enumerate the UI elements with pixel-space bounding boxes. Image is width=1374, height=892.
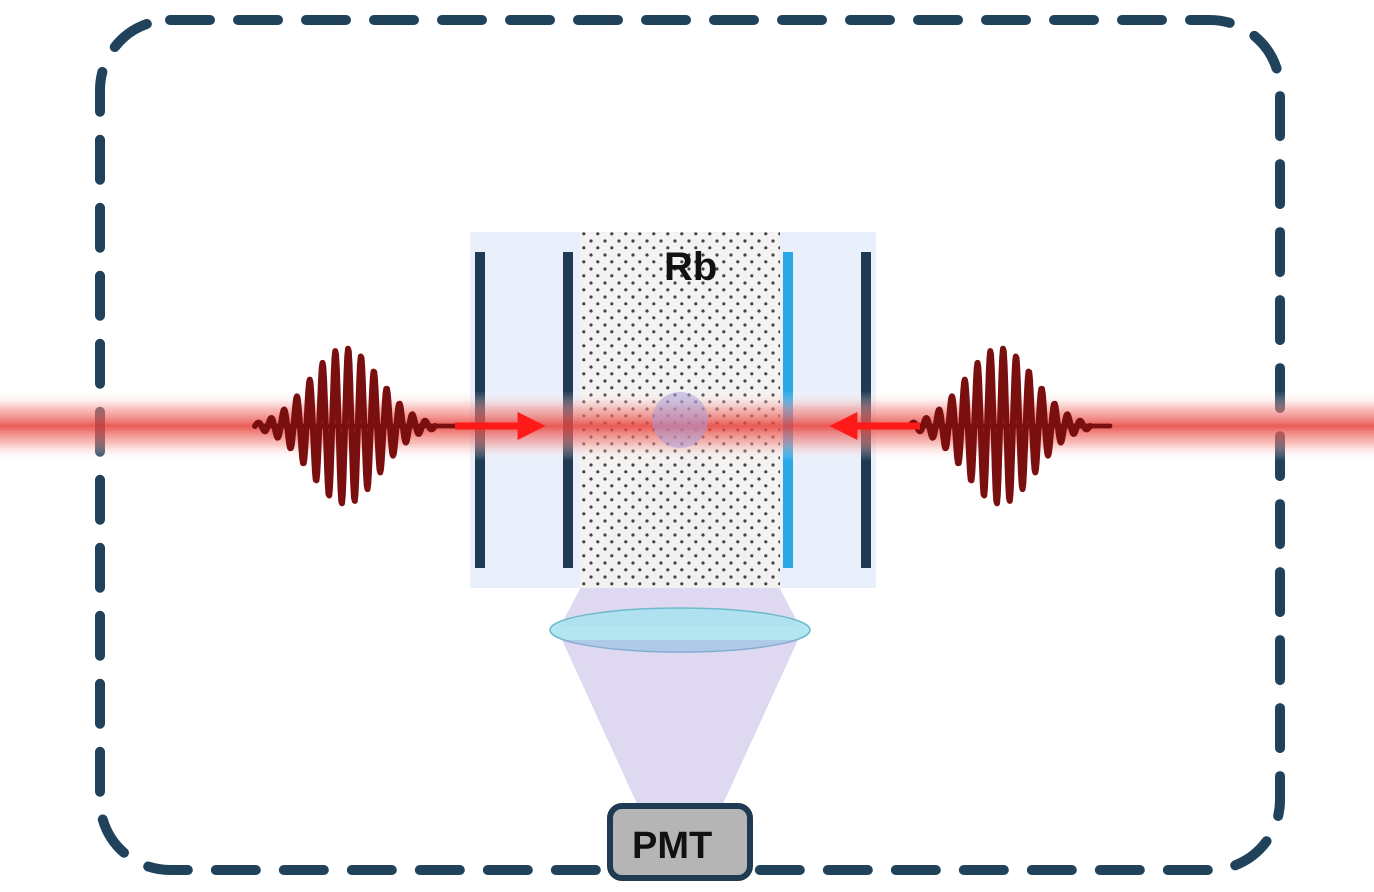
- pmt-label: PMT: [632, 825, 712, 867]
- fluorescence-cone-lower: [562, 640, 798, 806]
- laser-pulse-right: [910, 349, 1110, 504]
- laser-pulse-left: [255, 349, 455, 504]
- interaction-region: [652, 392, 708, 448]
- optical-diagram: Rb PMT: [0, 0, 1374, 892]
- rb-label: Rb: [664, 245, 717, 289]
